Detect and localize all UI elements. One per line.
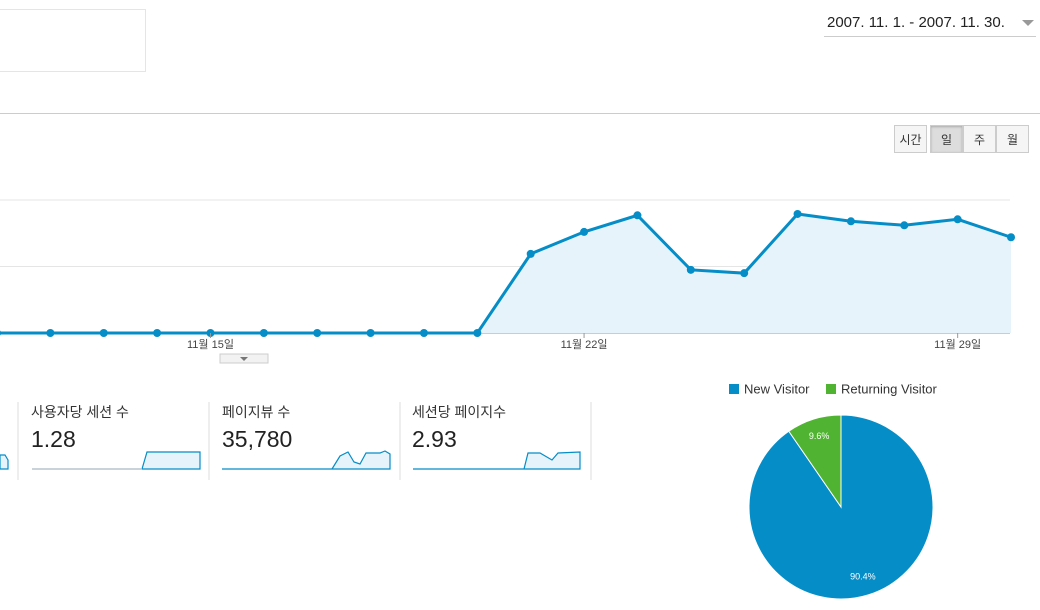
point — [686, 265, 695, 274]
pie-slice — [788, 414, 842, 509]
area — [0, 213, 1012, 333]
x-tick-label: 11월 29일 — [934, 337, 981, 351]
slice-label: 9.6% — [809, 431, 830, 441]
granularity-button[interactable]: 월 — [996, 125, 1029, 153]
date-range[interactable]: 2007. 11. 1. - 2007. 11. 30. — [824, 12, 1036, 37]
point — [366, 329, 375, 337]
metric-label: 페이지뷰 수 — [222, 404, 291, 420]
point — [633, 211, 642, 220]
search-box[interactable] — [0, 9, 146, 72]
x-tick-label: 11월 15일 — [187, 337, 234, 351]
point — [419, 329, 428, 337]
sparklines — [0, 450, 581, 470]
metric-value: 2.93 — [412, 426, 457, 452]
point — [46, 329, 55, 337]
point — [526, 249, 535, 258]
point — [1007, 233, 1016, 242]
point — [0, 330, 1, 336]
legend-label: New Visitor — [744, 381, 810, 396]
pie-slice — [748, 414, 934, 600]
point — [473, 329, 482, 337]
point — [953, 215, 962, 224]
metric-card: 세션당 페이지수 2.93 — [412, 400, 592, 480]
point — [313, 329, 322, 337]
metric-label: 사용자당 세션 수 — [31, 404, 129, 420]
metric-value: 35,780 — [222, 426, 293, 452]
legend-label: Returning Visitor — [841, 381, 938, 396]
metric-card: 페이지뷰 수 35,780 — [222, 400, 402, 480]
point — [740, 269, 749, 278]
pie-chart: New Visitor Returning Visitor 90.4% 9.6% — [729, 381, 938, 600]
dropdown-arrow — [1022, 20, 1034, 32]
metric-separators — [17, 402, 592, 480]
point — [793, 209, 802, 218]
line — [0, 212, 1012, 335]
granularity-button[interactable]: 일 — [930, 125, 963, 153]
slice-label: 90.4% — [850, 572, 876, 582]
granularity-button[interactable]: 시간 — [894, 125, 927, 153]
line-chart: 11월 15일 11월 22일 11월 29일 — [0, 199, 1016, 351]
point — [900, 221, 909, 230]
point — [99, 329, 108, 337]
divider — [0, 113, 1040, 114]
point — [259, 329, 268, 337]
point — [153, 329, 162, 337]
metric-label: 세션당 페이지수 — [412, 404, 507, 420]
collapse-toggle[interactable] — [219, 353, 269, 364]
point — [846, 217, 855, 226]
granularity-button[interactable]: 주 — [963, 125, 996, 153]
legend-swatch — [729, 384, 739, 394]
metric-value: 1.28 — [31, 426, 76, 452]
point — [580, 227, 589, 236]
date-range-text: 2007. 11. 1. - 2007. 11. 30. — [827, 14, 1005, 31]
metric-card: 사용자당 세션 수 1.28 — [31, 400, 211, 480]
legend-swatch — [826, 384, 836, 394]
x-tick-label: 11월 22일 — [561, 337, 608, 351]
